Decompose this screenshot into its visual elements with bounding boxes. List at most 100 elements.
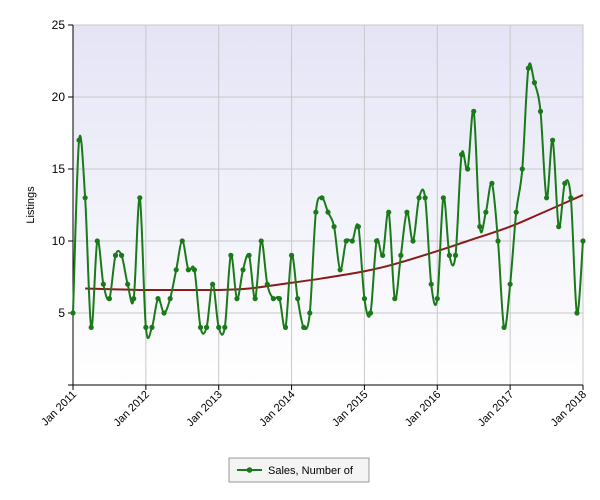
data-point[interactable] — [331, 224, 337, 230]
data-point[interactable] — [149, 324, 155, 330]
y-tick-label: 20 — [52, 90, 66, 104]
data-point[interactable] — [88, 324, 94, 330]
data-point[interactable] — [543, 195, 550, 201]
x-tick-label: Jan 2018 — [549, 389, 589, 429]
data-point[interactable] — [495, 238, 501, 244]
data-point[interactable] — [258, 238, 264, 244]
data-point[interactable] — [240, 267, 246, 273]
data-point[interactable] — [125, 281, 131, 287]
data-point[interactable] — [422, 195, 428, 201]
data-point[interactable] — [440, 195, 446, 201]
data-point[interactable] — [580, 238, 586, 244]
data-point[interactable] — [513, 209, 519, 215]
x-tick-label: Jan 2012 — [111, 389, 151, 429]
data-point[interactable] — [143, 324, 149, 330]
plot-area — [72, 24, 584, 386]
data-point[interactable] — [416, 195, 422, 201]
data-point[interactable] — [70, 310, 76, 316]
data-point[interactable] — [471, 108, 477, 114]
y-tick-label: 15 — [52, 162, 66, 176]
data-point[interactable] — [446, 252, 453, 258]
data-point[interactable] — [489, 180, 495, 186]
data-point[interactable] — [222, 324, 228, 330]
trend-layer — [85, 194, 584, 292]
data-point[interactable] — [137, 195, 143, 201]
data-point[interactable] — [386, 209, 392, 215]
data-point[interactable] — [428, 281, 434, 287]
data-point[interactable] — [452, 252, 459, 258]
data-point[interactable] — [228, 252, 234, 258]
x-tick-label: Jan 2015 — [330, 389, 370, 429]
data-point[interactable] — [82, 195, 88, 201]
data-point[interactable] — [131, 296, 137, 302]
data-point[interactable] — [349, 238, 355, 244]
data-point[interactable] — [556, 224, 562, 230]
data-point[interactable] — [301, 324, 307, 330]
data-point[interactable] — [288, 252, 295, 258]
data-point[interactable] — [325, 209, 331, 215]
data-point[interactable] — [519, 166, 525, 172]
data-point[interactable] — [313, 209, 319, 215]
data-point[interactable] — [562, 180, 568, 186]
data-point[interactable] — [270, 296, 276, 302]
data-point[interactable] — [361, 296, 368, 302]
data-point[interactable] — [458, 152, 465, 158]
data-point[interactable] — [191, 267, 198, 273]
data-point[interactable] — [574, 310, 580, 316]
x-tick-label: Jan 2014 — [257, 389, 297, 429]
data-point[interactable] — [76, 137, 82, 143]
data-point[interactable] — [343, 238, 349, 244]
data-point[interactable] — [392, 296, 398, 302]
data-point[interactable] — [179, 238, 185, 244]
data-point[interactable] — [246, 252, 252, 258]
data-point[interactable] — [167, 296, 173, 302]
data-point[interactable] — [398, 252, 404, 258]
y-tick-label: 25 — [52, 18, 66, 32]
data-point[interactable] — [483, 209, 489, 215]
data-point[interactable] — [319, 195, 325, 201]
data-point[interactable] — [404, 209, 410, 215]
data-point[interactable] — [106, 296, 113, 302]
data-point[interactable] — [507, 281, 513, 287]
data-point[interactable] — [355, 224, 361, 230]
data-point[interactable] — [100, 281, 106, 287]
legend[interactable]: Sales, Number of — [228, 457, 370, 483]
data-point[interactable] — [173, 267, 179, 273]
data-point[interactable] — [185, 267, 191, 273]
x-tick-label: Jan 2017 — [476, 389, 516, 429]
x-tick-label: Jan 2011 — [39, 389, 79, 429]
data-point[interactable] — [337, 267, 343, 273]
data-point[interactable] — [380, 252, 386, 258]
data-point[interactable] — [465, 166, 471, 172]
data-point[interactable] — [197, 324, 204, 330]
data-point[interactable] — [434, 296, 440, 302]
data-point[interactable] — [568, 195, 574, 201]
x-tick-label: Jan 2016 — [403, 389, 443, 429]
data-point[interactable] — [531, 80, 538, 86]
data-point[interactable] — [525, 65, 531, 71]
data-point[interactable] — [94, 238, 100, 244]
data-point[interactable] — [203, 324, 210, 330]
data-point[interactable] — [118, 252, 125, 258]
data-point[interactable] — [210, 281, 216, 287]
data-point[interactable] — [155, 296, 161, 302]
data-point[interactable] — [295, 296, 301, 302]
data-point[interactable] — [410, 238, 416, 244]
data-point[interactable] — [112, 252, 119, 258]
data-point[interactable] — [282, 324, 289, 330]
data-point[interactable] — [537, 108, 544, 114]
data-point[interactable] — [216, 324, 222, 330]
data-point[interactable] — [477, 224, 483, 230]
y-tick-label: 5 — [58, 306, 65, 320]
data-point[interactable] — [252, 296, 258, 302]
data-point[interactable] — [276, 296, 283, 302]
data-point[interactable] — [373, 238, 380, 244]
data-point[interactable] — [367, 310, 374, 316]
data-point[interactable] — [264, 281, 270, 287]
data-point[interactable] — [550, 137, 556, 143]
data-point[interactable] — [234, 296, 240, 302]
data-point[interactable] — [501, 324, 507, 330]
legend-swatch-marker — [246, 467, 253, 473]
data-point[interactable] — [307, 310, 313, 316]
data-point[interactable] — [161, 310, 167, 316]
